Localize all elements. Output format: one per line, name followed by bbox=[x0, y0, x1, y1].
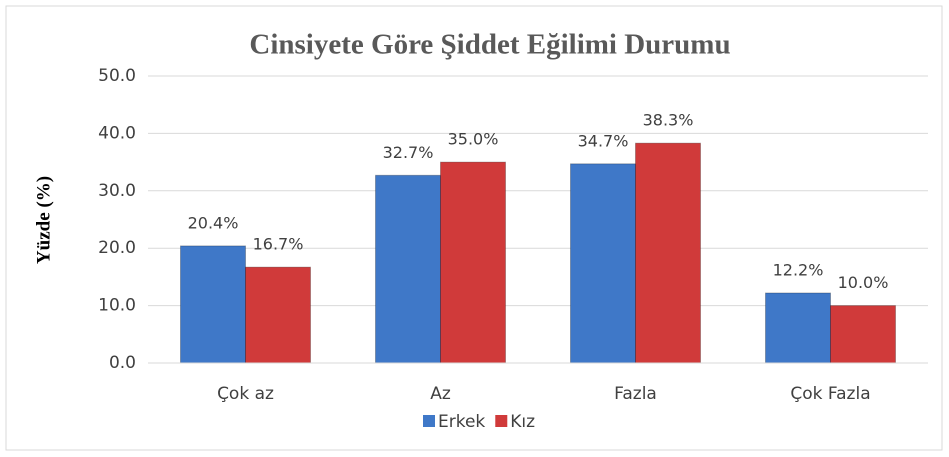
chart-border bbox=[5, 5, 943, 451]
y-tick-label: 20.0 bbox=[98, 238, 136, 258]
y-tick-label: 40.0 bbox=[98, 123, 136, 143]
value-label: 20.4% bbox=[188, 213, 239, 232]
chart-title: Cinsiyete Göre Şiddet Eğilimi Durumu bbox=[249, 29, 730, 61]
value-label: 32.7% bbox=[383, 143, 434, 162]
legend-label: Kız bbox=[510, 412, 535, 432]
value-label: 35.0% bbox=[448, 130, 499, 149]
y-tick-label: 10.0 bbox=[98, 296, 136, 316]
bar bbox=[180, 245, 246, 364]
value-label: 10.0% bbox=[838, 273, 889, 292]
bar bbox=[245, 266, 311, 364]
bar bbox=[635, 142, 701, 364]
bar bbox=[440, 161, 506, 364]
value-label: 34.7% bbox=[578, 131, 629, 150]
value-label: 38.3% bbox=[643, 111, 694, 130]
bar bbox=[570, 163, 636, 364]
x-tick-label: Çok Fazla bbox=[790, 384, 870, 404]
y-tick-label: 30.0 bbox=[98, 181, 136, 201]
x-tick-label: Fazla bbox=[614, 384, 657, 404]
bar bbox=[830, 305, 896, 364]
x-tick-label: Az bbox=[430, 384, 451, 404]
bar bbox=[375, 174, 441, 364]
value-label: 12.2% bbox=[773, 260, 824, 279]
y-axis-label: Yüzde (%) bbox=[33, 176, 54, 264]
legend-swatch bbox=[423, 415, 435, 427]
legend-swatch bbox=[495, 415, 508, 427]
x-tick-label: Çok az bbox=[217, 384, 274, 404]
value-label: 16.7% bbox=[253, 235, 304, 254]
y-tick-label: 50.0 bbox=[98, 66, 136, 86]
legend-label: Erkek bbox=[438, 412, 485, 432]
y-tick-label: 0.0 bbox=[109, 353, 136, 373]
bar bbox=[765, 292, 831, 364]
